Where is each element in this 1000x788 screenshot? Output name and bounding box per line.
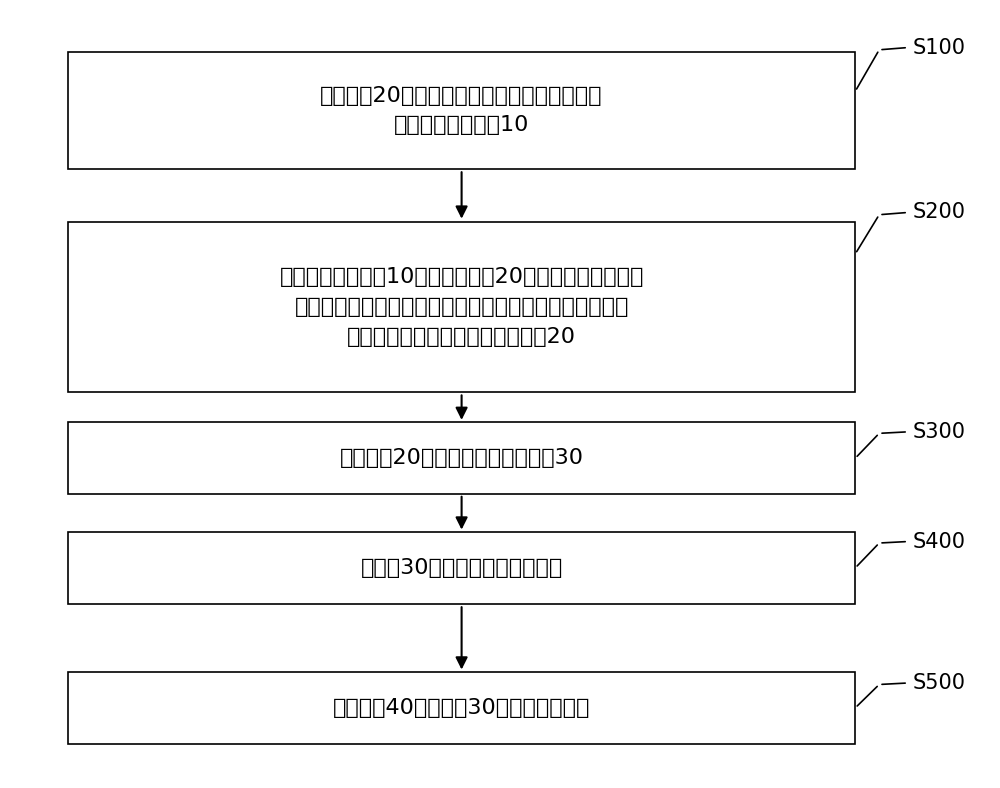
FancyBboxPatch shape [68,52,855,169]
Text: 服务器30对数据进行分类及统计: 服务器30对数据进行分类及统计 [360,558,563,578]
FancyBboxPatch shape [68,672,855,744]
FancyBboxPatch shape [68,532,855,604]
Text: 中转模块20将数据包发送给服务器30: 中转模块20将数据包发送给服务器30 [340,448,584,468]
Text: 终端设备40向服务器30获取数据并显示: 终端设备40向服务器30获取数据并显示 [333,698,590,718]
Text: S400: S400 [913,532,966,552]
Text: 中转模块20获取环境信息并将环境信息发送给
电池信息采集装置10: 中转模块20获取环境信息并将环境信息发送给 电池信息采集装置10 [320,86,603,135]
Text: S200: S200 [913,203,966,222]
FancyBboxPatch shape [68,222,855,392]
Text: S300: S300 [913,422,966,442]
FancyBboxPatch shape [68,422,855,494]
Text: 电池信息采集装置10接收中转模块20发送来的环境信息，
并采集电池的工作信息，将工作信息和环境信息整合成数
据包，并将数据包发送给中转模块20: 电池信息采集装置10接收中转模块20发送来的环境信息， 并采集电池的工作信息，将… [279,267,644,347]
Text: S500: S500 [913,673,966,693]
Text: S100: S100 [913,38,966,58]
